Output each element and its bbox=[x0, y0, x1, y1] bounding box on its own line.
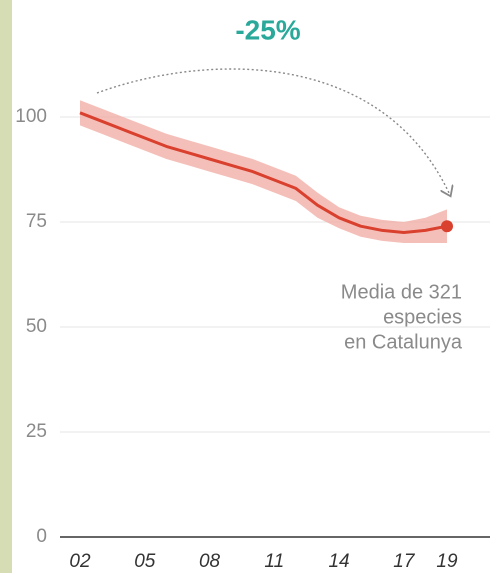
x-tick-label: 14 bbox=[328, 551, 349, 572]
annotation: Media de 321 bbox=[341, 281, 462, 303]
end-point bbox=[441, 220, 453, 233]
x-tick-label: 19 bbox=[436, 551, 458, 572]
x-tick-label: 02 bbox=[69, 551, 91, 572]
series-line bbox=[79, 111, 448, 234]
annotation: especies bbox=[383, 306, 462, 328]
y-tick-label: 100 bbox=[15, 106, 47, 127]
x-tick-label: 11 bbox=[264, 551, 284, 572]
x-tick-label: 05 bbox=[134, 551, 156, 572]
y-tick-label: 25 bbox=[26, 421, 47, 442]
x-tick-label: 17 bbox=[393, 551, 416, 572]
annotation: en Catalunya bbox=[344, 331, 463, 353]
chart-title: -25% bbox=[235, 14, 300, 45]
y-tick-label: 0 bbox=[36, 526, 47, 547]
confidence-band bbox=[80, 100, 447, 243]
x-tick-label: 08 bbox=[199, 551, 221, 572]
y-tick-label: 75 bbox=[26, 211, 47, 232]
side-stripe bbox=[0, 0, 12, 573]
y-tick-label: 50 bbox=[26, 316, 47, 337]
